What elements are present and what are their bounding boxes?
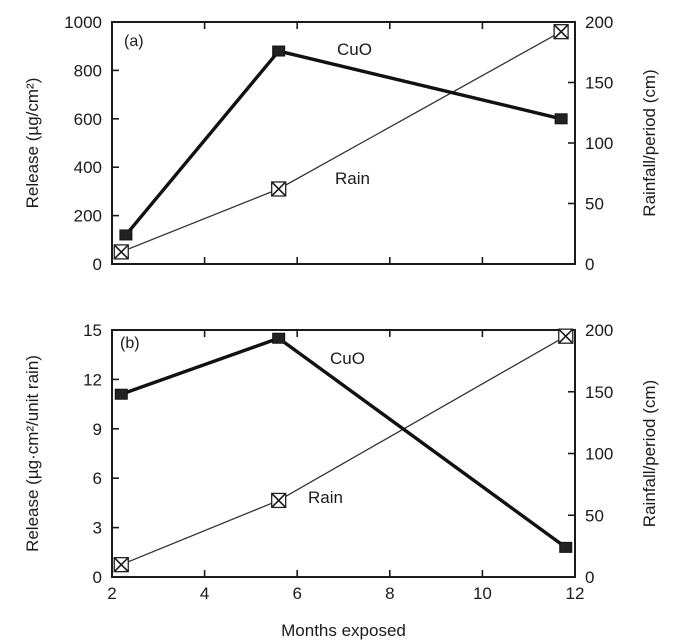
panel-b-label: (b) [120,335,140,352]
panel-b-right-y-tick-label: 200 [585,321,613,340]
panel-a-left-y-axis-title: Release (µg/cm²) [23,78,42,209]
panel-b-left-y-axis-title: Release (µg·cm²/unit rain) [23,355,42,552]
panel-b-right-y-tick-label: 150 [585,383,613,402]
panel-b-rain-series-label: Rain [308,488,343,507]
panel-a-right-y-axis-title: Rainfall/period (cm) [640,69,659,216]
panel-a-rain-point [553,24,569,40]
panel-b-rain-point [271,492,287,509]
panel-a-right-y-tick-label: 100 [585,134,613,153]
x-axis-title: Months exposed [281,621,406,640]
panel-b-left-y-tick-label: 6 [93,469,102,488]
panel-b-right-y-tick-label: 50 [585,506,604,525]
panel-b-left-y-tick-label: 0 [93,568,102,587]
panel-a-cuo-point [272,45,286,57]
panel-b-right-y-tick-label: 0 [585,568,594,587]
panel-b-x-tick-label: 12 [566,584,585,603]
panel-a-cuo-point [119,229,133,241]
panel-a-cuo-series-label: CuO [337,40,372,59]
panel-b-left-y-tick-label: 3 [93,519,102,538]
panel-b-left-y-tick-label: 9 [93,420,102,439]
panel-a-left-y-tick-label: 800 [74,61,102,80]
panel-a-right-y-tick-label: 50 [585,195,604,214]
panel-b-cuo-point [559,541,573,553]
panel-b-right-y-axis-title: Rainfall/period (cm) [640,380,659,527]
panel-a-left-y-tick-label: 1000 [64,13,102,32]
panel-a-right-y-tick-label: 150 [585,74,613,93]
panel-a-left-y-tick-label: 200 [74,207,102,226]
panel-b-rain-point [558,328,574,344]
panel-a-cuo-line [124,49,562,237]
panel-b-cuo-point [114,388,128,400]
panel-b-x-tick-label: 8 [385,584,394,603]
panel-b-cuo-series-label: CuO [330,349,365,368]
panel-b-left-y-tick-label: 12 [83,370,102,389]
panel-b-x-tick-label: 6 [292,584,301,603]
panel-a-rain-point [113,244,129,260]
panel-a-rain-point [271,181,287,197]
panel-b-cuo-point [272,332,286,344]
panel-a-rain-series-label: Rain [335,169,370,188]
panel-a-right-y-tick-label: 200 [585,13,613,32]
panel-b-right-y-tick-label: 100 [585,445,613,464]
panel-a-left-y-tick-label: 400 [74,158,102,177]
panel-a-left-y-tick-label: 600 [74,110,102,129]
panel-b-cuo-line [120,336,567,549]
panel-b-x-tick-label: 2 [107,584,116,603]
panel-b-left-y-tick-label: 15 [83,321,102,340]
panel-b-x-tick-label: 10 [473,584,492,603]
panel-b-rain-point [113,557,129,573]
panel-a-right-y-tick-label: 0 [585,255,594,274]
panel-a-label: (a) [124,33,144,50]
panel-a-left-y-tick-label: 0 [93,255,102,274]
panel-a-cuo-point [554,113,568,125]
panel-b-x-tick-label: 4 [200,584,209,603]
